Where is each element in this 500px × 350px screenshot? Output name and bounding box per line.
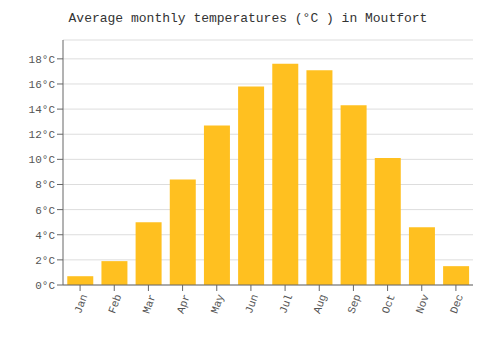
svg-text:14°C: 14°C bbox=[29, 104, 56, 116]
svg-text:Oct: Oct bbox=[380, 293, 398, 316]
svg-text:Aug: Aug bbox=[311, 293, 329, 316]
svg-text:0°C: 0°C bbox=[35, 280, 55, 292]
svg-text:May: May bbox=[209, 292, 227, 315]
svg-text:18°C: 18°C bbox=[29, 54, 56, 66]
svg-text:2°C: 2°C bbox=[35, 255, 55, 267]
svg-text:16°C: 16°C bbox=[29, 79, 56, 91]
svg-text:12°C: 12°C bbox=[29, 129, 56, 141]
svg-text:Apr: Apr bbox=[175, 293, 193, 316]
svg-text:Mar: Mar bbox=[141, 293, 159, 316]
svg-text:Sep: Sep bbox=[346, 293, 364, 316]
svg-text:Nov: Nov bbox=[414, 292, 432, 315]
svg-text:Jul: Jul bbox=[277, 293, 295, 316]
svg-text:Dec: Dec bbox=[448, 293, 466, 316]
svg-text:4°C: 4°C bbox=[35, 230, 55, 242]
svg-text:8°C: 8°C bbox=[35, 179, 55, 191]
html-text:Average monthly temperatures (: Average monthly temperatures (°C ) in Mo… bbox=[68, 11, 428, 26]
svg-text:Feb: Feb bbox=[106, 293, 124, 316]
svg-text:10°C: 10°C bbox=[29, 154, 56, 166]
svg-text:Jun: Jun bbox=[243, 293, 261, 316]
svg-text:6°C: 6°C bbox=[35, 205, 55, 217]
svg-text:Jan: Jan bbox=[72, 293, 90, 316]
